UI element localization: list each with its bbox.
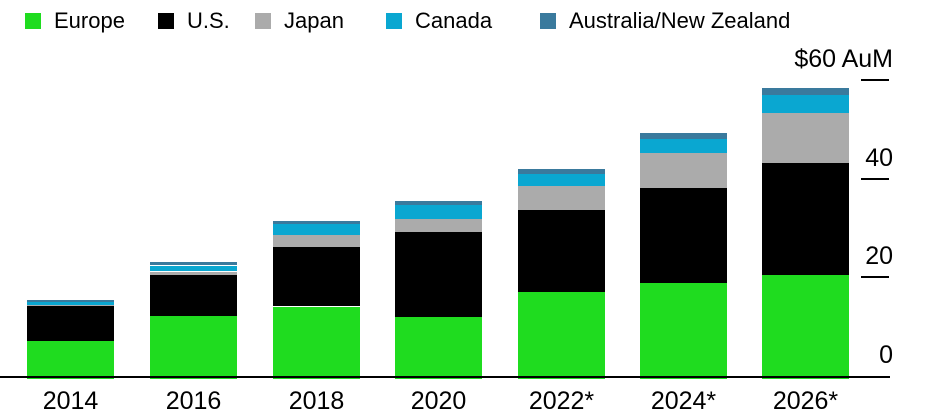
legend-item-japan: Japan	[255, 8, 344, 34]
bar-segment-2014-australia-new-zealand	[27, 299, 114, 303]
bar-segment-2020-europe	[395, 316, 482, 379]
bar-segment-2016-japan	[150, 271, 237, 275]
bar-segment-2024-europe	[640, 283, 727, 379]
bar-segment-2020-australia-new-zealand	[395, 200, 482, 206]
legend-label-canada: Canada	[415, 8, 493, 33]
legend-swatch-australia-nz	[540, 13, 556, 29]
bar-segment-2014-japan	[27, 304, 114, 306]
legend-item-europe: Europe	[25, 8, 125, 34]
legend-item-australia-nz: Australia/New Zealand	[540, 8, 790, 34]
x-axis-label-2014: 2014	[42, 387, 99, 415]
x-axis-line	[0, 376, 890, 378]
bar-segment-2022-europe	[518, 291, 605, 379]
bar-segment-2018-australia-new-zealand	[273, 220, 360, 225]
bar-segment-2024-u-s-	[640, 188, 727, 284]
legend-label-us: U.S.	[187, 8, 230, 33]
y-axis-tick-dash-60	[861, 79, 889, 81]
legend-label-japan: Japan	[284, 8, 344, 33]
x-axis-label-2022: 2022*	[528, 387, 595, 415]
bar-segment-2020-japan	[395, 218, 482, 232]
x-axis-label-2016: 2016	[165, 387, 222, 415]
bar-segment-2018-japan	[273, 235, 360, 247]
bar-segment-2018-europe	[273, 306, 360, 379]
x-axis-label-2020: 2020	[410, 387, 467, 415]
bar-segment-2024-japan	[640, 153, 727, 189]
y-axis-tick-dash-20	[861, 276, 889, 278]
x-axis-label-2018: 2018	[288, 387, 345, 415]
bar-segment-2018-u-s-	[273, 246, 360, 307]
y-axis-tick-label-40: 40	[865, 144, 893, 172]
y-axis-tick-label-60: $60 AuM	[794, 45, 893, 73]
bar-segment-2016-u-s-	[150, 274, 237, 316]
y-axis-tick-dash-40	[861, 178, 889, 180]
legend-label-europe: Europe	[54, 8, 125, 33]
y-axis-tick-label-0: 0	[879, 341, 893, 369]
legend-item-canada: Canada	[386, 8, 492, 34]
bar-segment-2026-australia-new-zealand	[762, 88, 849, 95]
legend-swatch-us	[158, 13, 174, 29]
bar-segment-2016-europe	[150, 315, 237, 379]
bar-segment-2016-australia-new-zealand	[150, 261, 237, 266]
x-axis-label-2024: 2024*	[650, 387, 717, 415]
bar-segment-2022-u-s-	[518, 209, 605, 292]
bar-segment-2024-canada	[640, 139, 727, 154]
legend-label-australia-nz: Australia/New Zealand	[569, 8, 791, 33]
legend-swatch-canada	[386, 13, 402, 29]
bar-segment-2018-canada	[273, 224, 360, 235]
legend-swatch-europe	[25, 13, 41, 29]
bar-segment-2022-japan	[518, 185, 605, 210]
bar-segment-2026-canada	[762, 95, 849, 114]
bar-segment-2020-canada	[395, 205, 482, 219]
bar-segment-2022-australia-new-zealand	[518, 168, 605, 174]
legend-item-us: U.S.	[158, 8, 230, 34]
x-axis-label-2026: 2026*	[772, 387, 839, 415]
y-axis-tick-label-20: 20	[865, 242, 893, 270]
bar-segment-2016-canada	[150, 265, 237, 272]
bar-segment-2024-australia-new-zealand	[640, 133, 727, 140]
bar-segment-2022-canada	[518, 173, 605, 186]
bar-segment-2026-u-s-	[762, 163, 849, 275]
bar-segment-2026-japan	[762, 113, 849, 163]
bar-segment-2014-u-s-	[27, 306, 114, 341]
bar-segment-2026-europe	[762, 274, 849, 379]
legend-swatch-japan	[255, 13, 271, 29]
bar-segment-2014-canada	[27, 302, 114, 305]
bar-segment-2020-u-s-	[395, 232, 482, 317]
bar-segment-2014-europe	[27, 340, 114, 379]
